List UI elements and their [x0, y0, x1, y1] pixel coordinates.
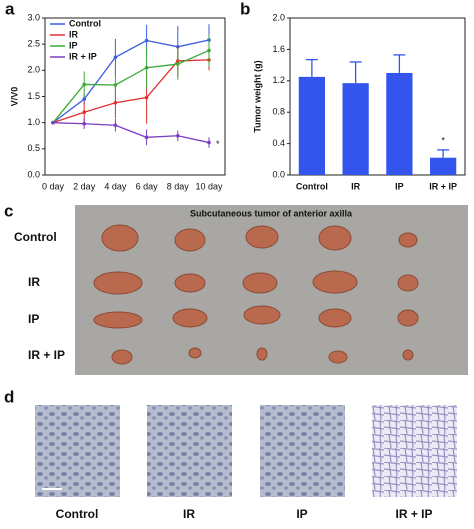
image-label: IR: [183, 507, 195, 521]
point: [207, 48, 211, 53]
point: [113, 83, 118, 87]
histology-image: [35, 405, 120, 497]
point: [113, 55, 118, 60]
legend-label: IR: [69, 29, 79, 39]
histology-image: [147, 405, 232, 497]
histology-image: [260, 405, 345, 497]
series-line: [52, 122, 210, 144]
point: [144, 135, 149, 140]
y-tick-label: 0.0: [272, 169, 285, 179]
x-tick-label: 0 day: [42, 181, 65, 191]
histology-image: [372, 405, 457, 497]
y-tick-label: 1.5: [27, 91, 40, 101]
point: [82, 110, 86, 114]
point: [144, 65, 149, 70]
image-label: IP: [296, 507, 307, 521]
legend-label: IR + IP: [69, 51, 97, 61]
point: [51, 120, 55, 125]
y-axis-label: V/V0: [9, 87, 19, 107]
row-label: Control: [14, 230, 57, 244]
annotation: *: [216, 139, 220, 149]
bar: [342, 83, 369, 175]
y-tick-label: 2.5: [27, 39, 40, 49]
x-tick-label: 2 day: [73, 181, 96, 191]
series-line: [52, 49, 210, 124]
y-tick-label: 0.4: [272, 138, 285, 148]
tumors: [93, 224, 419, 365]
y-tick-label: 1.0: [27, 117, 40, 127]
legend-label: IP: [69, 40, 78, 50]
point: [144, 95, 149, 100]
x-tick-label: IR: [351, 181, 361, 191]
y-tick-label: 1.6: [272, 44, 285, 54]
y-tick-label: 0.5: [27, 143, 40, 153]
y-axis-label: Tumor weight (g): [252, 60, 262, 132]
x-tick-label: Control: [296, 181, 328, 191]
series-line: [52, 39, 210, 124]
y-tick-label: 2.0: [272, 12, 285, 22]
image-label: Control: [56, 507, 99, 521]
bar: [430, 157, 457, 175]
y-tick-label: 1.2: [272, 75, 285, 85]
point: [207, 140, 211, 145]
annotation: *: [441, 135, 445, 145]
legend-label: Control: [69, 18, 101, 28]
point: [82, 82, 86, 87]
plot-frame: [289, 17, 466, 176]
point: [113, 123, 118, 128]
row-label: IP: [28, 312, 39, 326]
x-tick-label: IR + IP: [429, 181, 457, 191]
panel-label: c: [4, 201, 13, 220]
point: [82, 97, 86, 101]
x-tick-label: 10 day: [195, 181, 223, 191]
y-tick-label: 2.0: [27, 65, 40, 75]
panel-label: d: [4, 387, 14, 406]
bar: [298, 76, 325, 175]
point: [113, 100, 118, 105]
row-label: IR + IP: [28, 348, 65, 362]
photo-title: Subcutaneous tumor of anterior axilla: [190, 208, 353, 218]
point: [176, 62, 180, 66]
point: [144, 38, 149, 43]
x-tick-label: IP: [395, 181, 404, 191]
series-line: [52, 59, 210, 124]
x-tick-label: 8 day: [167, 181, 190, 191]
y-tick-label: 0.8: [272, 107, 285, 117]
image-label: IR + IP: [395, 507, 432, 521]
bar: [386, 72, 413, 175]
point: [82, 121, 86, 126]
x-tick-label: 4 day: [104, 181, 127, 191]
x-tick-label: 6 day: [136, 181, 159, 191]
panel-label: b: [240, 0, 250, 18]
point: [176, 133, 180, 138]
row-label: IR: [28, 275, 40, 289]
panel-label: a: [5, 0, 15, 18]
y-tick-label: 0.0: [27, 169, 40, 179]
y-tick-label: 3.0: [27, 12, 40, 22]
